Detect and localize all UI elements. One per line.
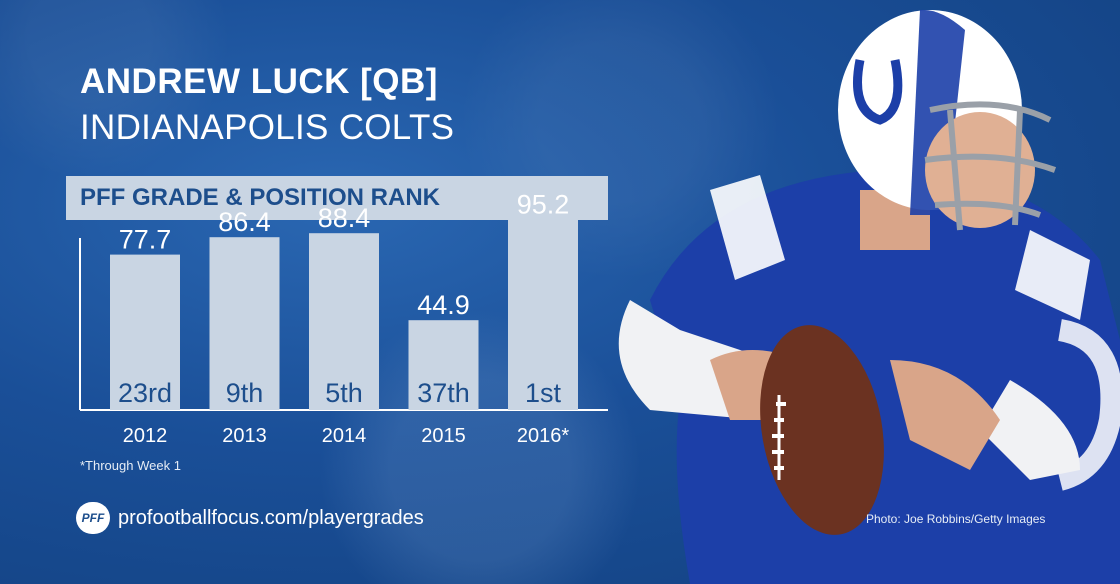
bar-value-label: 95.2 <box>517 190 570 220</box>
chart-section-header: PFF GRADE & POSITION RANK <box>66 176 608 220</box>
player-name-title: ANDREW LUCK [QB] <box>80 62 438 101</box>
bar-2015 <box>408 320 479 410</box>
bar-2012 <box>110 254 180 410</box>
pff-logo: PFF <box>76 502 110 534</box>
position-rank-label: 37th <box>417 378 470 408</box>
bar-value-label: 44.9 <box>417 290 470 320</box>
bar-value-label: 77.7 <box>119 225 172 255</box>
website-link[interactable]: profootballfocus.com/playergrades <box>118 506 424 529</box>
position-rank-label: 9th <box>226 378 264 408</box>
x-tick-label: 2015 <box>421 425 466 447</box>
player-photo <box>618 9 1120 584</box>
team-name-title: INDIANAPOLIS COLTS <box>80 108 455 147</box>
x-tick-label: 2016* <box>517 425 569 447</box>
grade-bar-chart: 77.7 23rd 2012 86.4 9th 2013 88.4 5th 2014 44.9 37… <box>79 190 608 447</box>
bar-2016 <box>508 219 578 410</box>
position-rank-label: 5th <box>325 378 363 408</box>
bar-2014 <box>309 233 379 410</box>
brand-footer: PFF profootballfocus.com/playergrades <box>76 502 424 534</box>
x-tick-label: 2013 <box>222 425 267 447</box>
footnote: *Through Week 1 <box>80 458 181 473</box>
bar-value-label: 86.4 <box>218 207 271 237</box>
bar-2013 <box>209 237 280 410</box>
chart-title: PFF GRADE & POSITION RANK <box>80 184 441 211</box>
bar-value-label: 88.4 <box>318 203 371 233</box>
photo-credit: Photo: Joe Robbins/Getty Images <box>866 512 1046 526</box>
position-rank-label: 23rd <box>118 378 172 408</box>
position-rank-label: 1st <box>525 378 562 408</box>
x-tick-label: 2014 <box>322 425 367 447</box>
x-tick-label: 2012 <box>123 425 168 447</box>
